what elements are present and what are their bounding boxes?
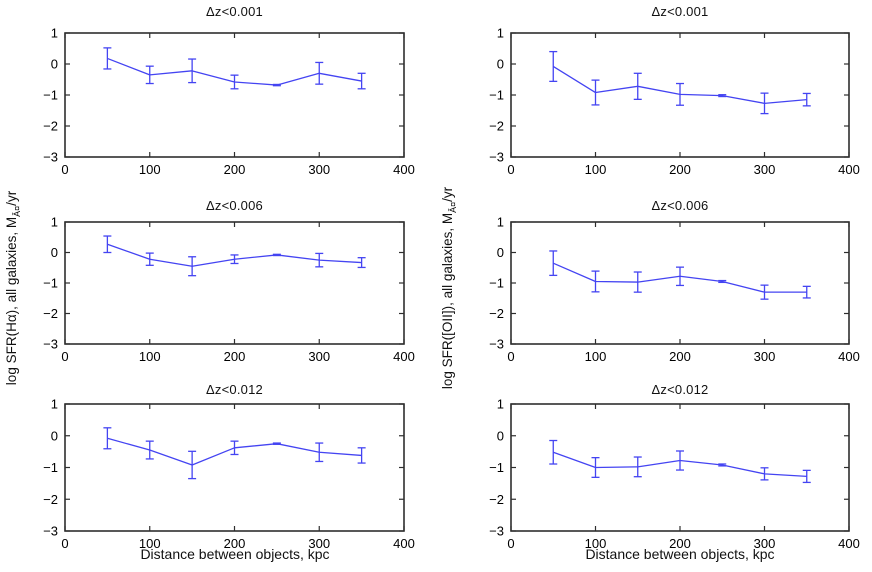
- y-tick-label: −1: [43, 276, 58, 291]
- plot-title: Δz<0.001: [206, 4, 263, 19]
- x-tick-label: 300: [308, 536, 330, 551]
- y-tick-label: 1: [497, 26, 504, 41]
- y-tick-label: −1: [43, 460, 58, 475]
- y-tick-label: −1: [489, 276, 504, 291]
- plot-title: Δz<0.012: [206, 382, 263, 397]
- x-tick-label: 100: [139, 536, 161, 551]
- subplot-oii-dz0012: Δz<0.012 0 100 200 300 400 1 0 −1 −2 −3: [436, 380, 872, 572]
- y-tick-label: −2: [43, 119, 58, 134]
- y-tick-label: 0: [497, 57, 504, 72]
- x-tick-label: 0: [507, 162, 514, 177]
- y-tick-label: −2: [43, 306, 58, 321]
- ylabel-right-subscript: Â¤: [448, 201, 458, 213]
- x-axis-label-right-column: Distance between objects, kpc: [585, 546, 775, 562]
- y-tick-label: 1: [497, 215, 504, 230]
- x-tick-label: 0: [507, 349, 514, 364]
- y-tick-label: −1: [489, 460, 504, 475]
- y-tick-label: −2: [489, 119, 504, 134]
- y-tick-label: 0: [51, 428, 58, 443]
- subplot-oii-dz0006: Δz<0.006 0 100 200 300 400 1 0 −1 −2 −3: [436, 190, 872, 380]
- x-tick-label: 400: [393, 536, 415, 551]
- x-tick-label: 100: [585, 536, 607, 551]
- data-line: [553, 451, 807, 478]
- ylabel-left-subscript: Â¤: [12, 205, 22, 217]
- y-tick-label: −3: [43, 337, 58, 352]
- ylabel-left-prefix: log SFR(Hα), all galaxies, M: [4, 216, 19, 386]
- y-tick-label: 0: [51, 245, 58, 260]
- data-line: [552, 65, 807, 105]
- ylabel-right-prefix: log SFR([OII]), all galaxies, M: [440, 212, 455, 390]
- errorbar-plot-svg: 0 100 200 300 400 1 0 −1 −2 −3: [43, 397, 415, 552]
- axis-frame: [64, 32, 405, 158]
- y-tick-label: −3: [489, 524, 504, 539]
- x-tick-label: 400: [838, 162, 860, 177]
- x-tick-label: 0: [507, 536, 514, 551]
- data-line: [107, 437, 362, 466]
- y-tick-label: 1: [51, 397, 58, 412]
- x-tick-label: 100: [585, 349, 607, 364]
- subplot-halpha-dz0012: Δz<0.012 0 100 200 300 400 1 0 −1 −2 −3: [0, 380, 436, 572]
- plot-title: Δz<0.006: [206, 198, 263, 213]
- y-tick-label: −3: [489, 337, 504, 352]
- x-tick-label: 300: [754, 536, 776, 551]
- y-tick-label: 1: [497, 397, 504, 412]
- x-tick-label: 200: [224, 536, 246, 551]
- x-tick-label: 300: [754, 349, 776, 364]
- plot-title: Δz<0.006: [651, 198, 709, 213]
- x-tick-label: 0: [61, 349, 68, 364]
- y-tick-label: 0: [51, 57, 58, 72]
- y-tick-label: 1: [51, 26, 58, 41]
- ylabel-left-suffix: /yr: [4, 190, 19, 206]
- x-tick-label: 300: [308, 349, 330, 364]
- y-tick-label: −1: [43, 88, 58, 103]
- x-tick-label: 400: [393, 162, 415, 177]
- y-tick-label: −3: [43, 150, 58, 165]
- y-axis-label-left: log SFR(Hα), all galaxies, MÂ¤/yr: [4, 191, 22, 385]
- subplot-oii-dz0001: Δz<0.001 0 100 200 300 400 1 0 −1 −2 −3: [436, 0, 872, 190]
- x-tick-label: 200: [669, 536, 691, 551]
- x-tick-label: 200: [669, 349, 691, 364]
- ylabel-right-suffix: /yr: [440, 186, 455, 202]
- y-tick-label: −3: [489, 150, 504, 165]
- y-tick-label: −1: [489, 88, 504, 103]
- x-tick-label: 200: [224, 162, 246, 177]
- y-tick-label: 0: [497, 245, 504, 260]
- y-tick-label: −3: [43, 524, 58, 539]
- x-tick-label: 100: [139, 349, 161, 364]
- y-tick-label: 0: [497, 428, 504, 443]
- y-tick-label: −2: [489, 492, 504, 507]
- subplot-halpha-dz0006: Δz<0.006 0 100 200 300 400 1 0 −1 −2 −3: [0, 190, 436, 380]
- x-tick-label: 300: [754, 162, 776, 177]
- errorbar-plot-svg: 0 100 200 300 400 1 0 −1 −2 −3: [489, 397, 860, 552]
- axis-frame: [64, 221, 405, 345]
- data-line: [552, 262, 807, 293]
- errorbar-plot-svg: 0 100 200 300 400 1 0 −1 −2 −3: [43, 215, 415, 365]
- errorbar-plot-svg: 0 100 200 300 400 1 0 −1 −2 −3: [43, 26, 415, 178]
- x-tick-label: 200: [669, 162, 691, 177]
- x-tick-label: 300: [308, 162, 330, 177]
- errorbar-plot-svg: 0 100 200 300 400 1 0 −1 −2 −3: [489, 215, 860, 365]
- x-tick-label: 0: [61, 536, 68, 551]
- x-tick-label: 0: [61, 162, 68, 177]
- plot-title: Δz<0.001: [651, 4, 709, 19]
- y-tick-label: −2: [43, 492, 58, 507]
- x-tick-label: 100: [139, 162, 161, 177]
- x-tick-label: 100: [585, 162, 607, 177]
- x-tick-label: 400: [838, 349, 860, 364]
- y-tick-label: 1: [51, 215, 58, 230]
- y-axis-label-right: log SFR([OII]), all galaxies, MÂ¤/yr: [440, 187, 458, 389]
- plot-title: Δz<0.012: [651, 382, 709, 397]
- x-tick-label: 400: [838, 536, 860, 551]
- x-tick-label: 200: [224, 349, 246, 364]
- x-axis-label-left-column: Distance between objects, kpc: [140, 546, 330, 562]
- y-tick-label: −2: [489, 306, 504, 321]
- data-line: [107, 57, 362, 86]
- errorbar-plot-svg: 0 100 200 300 400 1 0 −1 −2 −3: [489, 26, 860, 178]
- x-tick-label: 400: [393, 349, 415, 364]
- axis-frame: [64, 403, 405, 532]
- subplot-halpha-dz0001: Δz<0.001 0 100 200 300 400 1 0 −1 −2 −3: [0, 0, 436, 190]
- data-line: [107, 243, 362, 267]
